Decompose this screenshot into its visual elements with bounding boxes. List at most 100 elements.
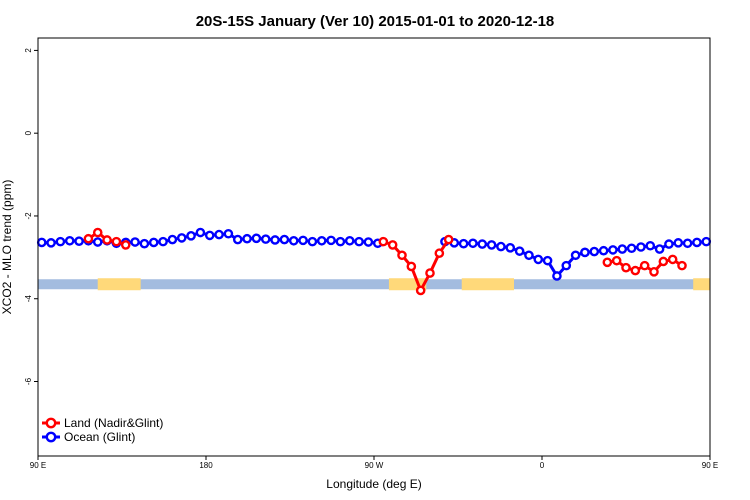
data-point-ocean [223, 228, 234, 239]
data-point-ocean [561, 260, 572, 271]
data-point-ocean [74, 236, 84, 247]
data-point-land [658, 256, 669, 267]
data-point-ocean [552, 271, 562, 281]
data-point-land [415, 285, 426, 296]
y-tick-label: -2 [24, 212, 33, 220]
data-point-ocean [589, 246, 600, 257]
data-point-ocean [186, 231, 196, 241]
data-point-land [92, 227, 103, 238]
data-point-ocean [344, 235, 355, 246]
data-point-land [102, 235, 112, 245]
data-point-land [621, 262, 631, 273]
data-point-ocean [242, 233, 252, 244]
data-point-land [378, 236, 389, 247]
land-mask-segment [461, 278, 514, 291]
data-point-ocean [636, 242, 646, 252]
y-tick-label: 2 [24, 48, 33, 53]
data-point-ocean [195, 227, 206, 238]
data-point-ocean [279, 234, 290, 245]
data-point-ocean [645, 240, 656, 251]
data-point-ocean [251, 233, 262, 244]
data-point-land [667, 254, 678, 265]
data-point-land [111, 236, 122, 247]
data-point-ocean [505, 243, 516, 253]
data-point-ocean [654, 244, 665, 254]
data-point-ocean [477, 239, 488, 249]
data-point-ocean [682, 238, 693, 249]
x-axis: 90 E 180 90 W 0 90 E [30, 456, 718, 470]
series-layer [36, 227, 712, 296]
chart-title: 20S-15S January (Ver 10) 2015-01-01 to 2… [196, 13, 555, 30]
data-point-ocean [260, 234, 271, 244]
data-point-ocean [701, 236, 712, 247]
legend-label-ocean: Ocean (Glint) [64, 430, 135, 444]
data-point-ocean [692, 237, 702, 248]
data-point-ocean [232, 234, 243, 245]
data-point-ocean [148, 237, 159, 248]
x-axis-label: Longitude (deg E) [326, 477, 421, 491]
land-mask-segment [97, 278, 141, 291]
legend: Land (Nadir&Glint) Ocean (Glint) [42, 416, 163, 444]
data-point-ocean [46, 238, 56, 248]
data-point-land [611, 255, 622, 266]
data-point-ocean [326, 235, 336, 246]
data-point-ocean [533, 254, 544, 265]
data-point-ocean [673, 238, 684, 248]
data-point-ocean [176, 233, 187, 243]
data-point-ocean [363, 237, 374, 247]
data-point-land [630, 265, 641, 276]
data-point-ocean [626, 243, 637, 254]
data-point-ocean [92, 237, 103, 247]
x-tick-label: 90 W [365, 461, 384, 470]
data-point-ocean [204, 230, 215, 241]
data-point-land [443, 234, 454, 245]
data-point-ocean [270, 235, 280, 245]
data-point-ocean [307, 236, 318, 247]
data-point-ocean [524, 250, 534, 261]
y-axis: 2 0 -2 -4 -6 [24, 48, 38, 385]
data-point-ocean [214, 229, 224, 240]
data-point-ocean [486, 240, 497, 250]
data-point-ocean [496, 241, 506, 252]
data-point-land [120, 240, 131, 250]
data-point-ocean [130, 237, 140, 247]
data-point-ocean [598, 245, 609, 256]
data-point-ocean [288, 235, 299, 246]
data-point-ocean [570, 250, 581, 261]
data-point-ocean [542, 255, 553, 266]
data-point-ocean [55, 236, 66, 247]
y-tick-label: 0 [24, 130, 33, 135]
data-point-land [387, 240, 398, 250]
surface-mask [38, 278, 710, 291]
data-point-ocean [158, 236, 168, 247]
data-point-land [83, 233, 94, 244]
data-point-land [406, 261, 417, 272]
data-point-ocean [468, 238, 478, 249]
data-point-ocean [298, 235, 308, 246]
legend-marker-ocean [45, 431, 57, 443]
land-mask-segment [693, 278, 710, 291]
data-point-ocean [64, 235, 75, 246]
data-point-land [639, 260, 650, 271]
data-point-land [602, 257, 613, 268]
data-point-ocean [354, 236, 364, 247]
x-tick-label: 180 [199, 461, 213, 470]
data-point-ocean [664, 239, 674, 249]
legend-label-land: Land (Nadir&Glint) [64, 416, 163, 430]
data-point-land [649, 267, 659, 277]
data-point-ocean [458, 238, 469, 249]
x-tick-label: 90 E [30, 461, 46, 470]
data-point-ocean [514, 246, 525, 256]
y-tick-label: -6 [24, 377, 33, 385]
x-tick-label: 0 [540, 461, 545, 470]
y-tick-label: -4 [24, 295, 33, 303]
data-point-land [397, 250, 407, 261]
data-point-land [677, 260, 687, 271]
data-point-ocean [139, 238, 150, 249]
y-axis-label: XCO2 - MLO trend (ppm) [0, 180, 14, 315]
data-point-land [434, 248, 445, 259]
data-point-ocean [335, 236, 346, 247]
legend-marker-land [45, 417, 57, 429]
data-point-ocean [316, 235, 327, 246]
